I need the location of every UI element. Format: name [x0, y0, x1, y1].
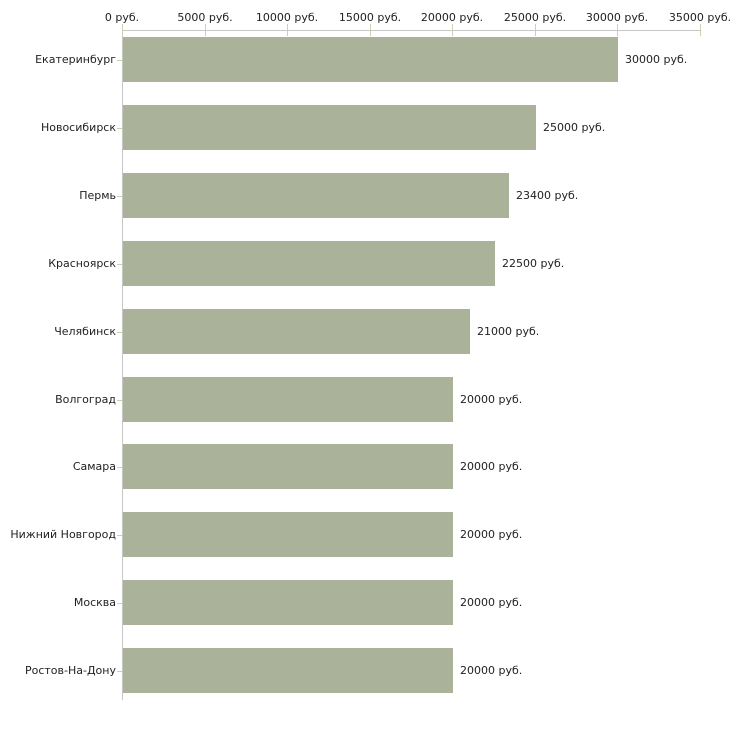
- category-tick: [117, 60, 122, 61]
- bar: [123, 173, 509, 218]
- category-tick: [117, 264, 122, 265]
- category-label: Екатеринбург: [35, 53, 116, 66]
- category-label: Новосибирск: [40, 121, 116, 134]
- category-tick: [117, 535, 122, 536]
- category-label: Волгоград: [55, 393, 116, 406]
- value-label: 20000 руб.: [460, 528, 523, 541]
- bar: [123, 444, 453, 489]
- bar: [123, 580, 453, 625]
- bar: [123, 512, 453, 557]
- x-axis-line: [122, 30, 701, 31]
- value-label: 20000 руб.: [460, 596, 523, 609]
- bar: [123, 105, 536, 150]
- y-axis-line: [122, 30, 123, 700]
- category-tick: [117, 671, 122, 672]
- x-axis-tick-label: 5000 руб.: [177, 11, 233, 24]
- category-tick: [117, 128, 122, 129]
- value-label: 20000 руб.: [460, 460, 523, 473]
- bar: [123, 241, 495, 286]
- category-tick: [117, 196, 122, 197]
- x-axis-tick: [287, 24, 288, 36]
- x-axis-tick-label: 10000 руб.: [255, 11, 319, 24]
- value-label: 30000 руб.: [625, 53, 688, 66]
- x-axis-tick: [122, 24, 123, 36]
- value-label: 25000 руб.: [543, 121, 606, 134]
- x-axis-tick-label: 35000 руб.: [668, 11, 730, 24]
- x-axis-tick-label: 0 руб.: [104, 11, 140, 24]
- x-axis-tick: [535, 24, 536, 36]
- value-label: 22500 руб.: [502, 257, 565, 270]
- bar: [123, 37, 618, 82]
- x-axis-tick-label: 30000 руб.: [585, 11, 649, 24]
- x-axis-tick-label: 15000 руб.: [338, 11, 402, 24]
- x-axis-tick: [452, 24, 453, 36]
- bar: [123, 309, 470, 354]
- category-tick: [117, 467, 122, 468]
- value-label: 21000 руб.: [477, 325, 540, 338]
- value-label: 20000 руб.: [460, 664, 523, 677]
- category-label: Челябинск: [54, 325, 116, 338]
- value-label: 23400 руб.: [516, 189, 579, 202]
- category-tick: [117, 400, 122, 401]
- x-axis-tick: [700, 24, 701, 36]
- x-axis-tick: [370, 24, 371, 36]
- category-label: Нижний Новгород: [10, 528, 116, 541]
- x-axis-tick-label: 25000 руб.: [503, 11, 567, 24]
- category-label: Москва: [73, 596, 116, 609]
- category-label: Ростов-На-Дону: [24, 664, 116, 677]
- bar: [123, 377, 453, 422]
- category-tick: [117, 603, 122, 604]
- bar: [123, 648, 453, 693]
- category-label: Самара: [72, 460, 116, 473]
- category-tick: [117, 332, 122, 333]
- x-axis-tick-label: 20000 руб.: [420, 11, 484, 24]
- category-label: Пермь: [79, 189, 116, 202]
- category-label: Красноярск: [48, 257, 116, 270]
- x-axis-tick: [205, 24, 206, 36]
- x-axis-tick: [617, 24, 618, 36]
- value-label: 20000 руб.: [460, 393, 523, 406]
